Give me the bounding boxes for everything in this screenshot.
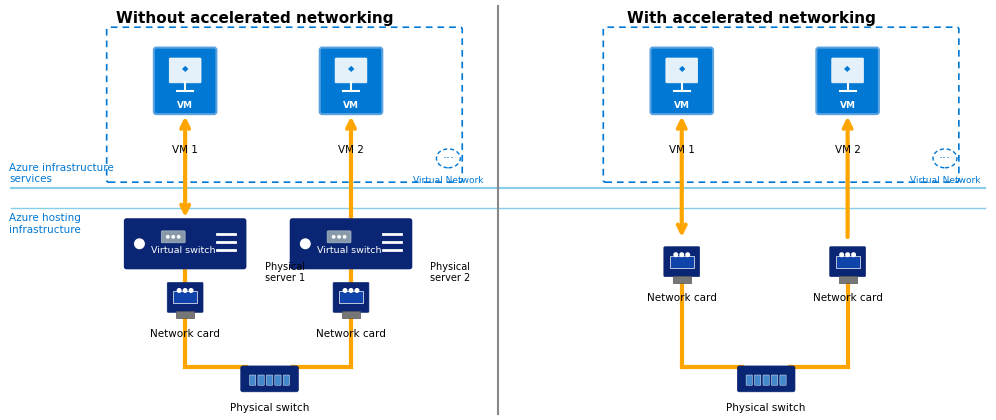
Text: VM 2: VM 2 — [338, 145, 364, 155]
FancyBboxPatch shape — [258, 375, 264, 385]
FancyBboxPatch shape — [173, 291, 197, 303]
Text: Virtual Network: Virtual Network — [909, 176, 980, 185]
Text: Network card: Network card — [813, 294, 882, 303]
FancyBboxPatch shape — [339, 291, 363, 303]
FancyBboxPatch shape — [817, 47, 878, 114]
FancyBboxPatch shape — [737, 366, 795, 392]
FancyBboxPatch shape — [161, 231, 185, 243]
Text: With accelerated networking: With accelerated networking — [626, 11, 875, 26]
Circle shape — [134, 239, 144, 249]
Text: Network card: Network card — [316, 329, 385, 339]
Circle shape — [686, 253, 689, 257]
Text: ◆: ◆ — [678, 64, 685, 73]
Text: VM: VM — [840, 101, 856, 110]
Text: Virtual Network: Virtual Network — [413, 176, 484, 185]
Circle shape — [356, 289, 359, 292]
Circle shape — [344, 289, 347, 292]
FancyBboxPatch shape — [283, 375, 290, 385]
FancyBboxPatch shape — [176, 311, 194, 318]
FancyBboxPatch shape — [167, 283, 203, 312]
FancyBboxPatch shape — [746, 375, 752, 385]
Circle shape — [338, 236, 341, 238]
Text: Physical switch: Physical switch — [726, 403, 806, 413]
FancyBboxPatch shape — [780, 375, 786, 385]
Text: ◆: ◆ — [182, 64, 188, 73]
Circle shape — [674, 253, 677, 257]
FancyBboxPatch shape — [839, 276, 857, 283]
Text: ◆: ◆ — [845, 64, 851, 73]
FancyBboxPatch shape — [335, 58, 367, 83]
FancyBboxPatch shape — [241, 366, 299, 392]
Circle shape — [183, 289, 187, 292]
Circle shape — [189, 289, 193, 292]
Text: Network card: Network card — [150, 329, 220, 339]
Text: VM 2: VM 2 — [835, 145, 861, 155]
Circle shape — [166, 236, 169, 238]
Circle shape — [333, 236, 335, 238]
FancyBboxPatch shape — [333, 283, 369, 312]
Circle shape — [301, 239, 310, 249]
Text: VM: VM — [673, 101, 690, 110]
Text: Virtual switch: Virtual switch — [151, 246, 215, 255]
Text: Physical switch: Physical switch — [230, 403, 309, 413]
FancyBboxPatch shape — [670, 256, 693, 268]
Circle shape — [177, 236, 180, 238]
Circle shape — [177, 289, 181, 292]
Circle shape — [344, 236, 346, 238]
Circle shape — [350, 289, 353, 292]
Text: Azure hosting
infrastructure: Azure hosting infrastructure — [9, 213, 82, 235]
Text: VM 1: VM 1 — [668, 145, 694, 155]
Circle shape — [846, 253, 850, 257]
FancyBboxPatch shape — [327, 231, 351, 243]
FancyBboxPatch shape — [673, 276, 690, 283]
Text: VM: VM — [177, 101, 193, 110]
Circle shape — [680, 253, 683, 257]
FancyBboxPatch shape — [291, 219, 411, 269]
Text: Azure infrastructure
services: Azure infrastructure services — [9, 163, 115, 184]
Circle shape — [852, 253, 856, 257]
FancyBboxPatch shape — [832, 58, 864, 83]
Text: VM: VM — [343, 101, 359, 110]
FancyBboxPatch shape — [836, 256, 860, 268]
FancyBboxPatch shape — [830, 247, 866, 276]
FancyBboxPatch shape — [650, 47, 713, 114]
Text: Virtual switch: Virtual switch — [317, 246, 381, 255]
FancyBboxPatch shape — [772, 375, 778, 385]
FancyBboxPatch shape — [153, 47, 216, 114]
Text: Physical
server 2: Physical server 2 — [430, 262, 471, 283]
Text: ◆: ◆ — [348, 64, 355, 73]
FancyBboxPatch shape — [763, 375, 769, 385]
FancyBboxPatch shape — [755, 375, 761, 385]
Text: Network card: Network card — [646, 294, 717, 303]
FancyBboxPatch shape — [275, 375, 281, 385]
FancyBboxPatch shape — [320, 47, 382, 114]
FancyBboxPatch shape — [666, 58, 697, 83]
FancyBboxPatch shape — [124, 219, 246, 269]
Text: Physical
server 1: Physical server 1 — [265, 262, 305, 283]
FancyBboxPatch shape — [169, 58, 201, 83]
Circle shape — [172, 236, 174, 238]
FancyBboxPatch shape — [266, 375, 273, 385]
Text: VM 1: VM 1 — [172, 145, 198, 155]
Text: ···: ··· — [939, 152, 951, 165]
Circle shape — [840, 253, 844, 257]
FancyBboxPatch shape — [342, 311, 360, 318]
Text: Without accelerated networking: Without accelerated networking — [116, 11, 393, 26]
FancyBboxPatch shape — [249, 375, 256, 385]
Text: ···: ··· — [442, 152, 454, 165]
FancyBboxPatch shape — [664, 247, 699, 276]
